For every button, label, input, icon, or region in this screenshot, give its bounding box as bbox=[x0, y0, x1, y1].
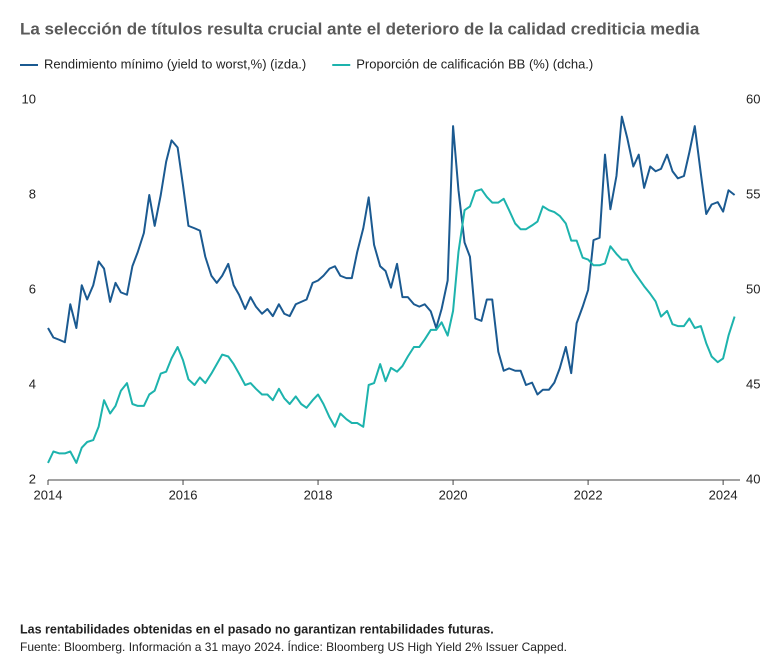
y2-tick-label: 45 bbox=[746, 376, 760, 391]
y-tick-label: 2 bbox=[29, 471, 36, 486]
legend-label: Proporción de calificación BB (%) (dcha.… bbox=[356, 56, 593, 71]
x-tick-label: 2018 bbox=[304, 487, 333, 502]
source: Fuente: Bloomberg. Información a 31 mayo… bbox=[20, 639, 567, 654]
disclaimer: Las rentabilidades obtenidas en el pasad… bbox=[20, 622, 494, 636]
legend-label: Rendimiento mínimo (yield to worst,%) (i… bbox=[44, 56, 306, 71]
y2-tick-label: 50 bbox=[746, 281, 760, 296]
y-tick-label: 6 bbox=[29, 281, 36, 296]
series-line bbox=[47, 115, 736, 396]
x-tick-label: 2024 bbox=[709, 487, 738, 502]
y-tick-label: 4 bbox=[29, 376, 36, 391]
x-tick-label: 2022 bbox=[574, 487, 603, 502]
y2-tick-label: 40 bbox=[746, 471, 760, 486]
chart-title: La selección de títulos resulta crucial … bbox=[20, 19, 700, 38]
y-tick-label: 8 bbox=[29, 186, 36, 201]
y-tick-label: 10 bbox=[22, 91, 36, 106]
series-line bbox=[47, 188, 736, 464]
x-tick-label: 2020 bbox=[439, 487, 468, 502]
y2-tick-label: 60 bbox=[746, 91, 760, 106]
x-tick-label: 2014 bbox=[34, 487, 63, 502]
y2-tick-label: 55 bbox=[746, 186, 760, 201]
x-tick-label: 2016 bbox=[169, 487, 198, 502]
